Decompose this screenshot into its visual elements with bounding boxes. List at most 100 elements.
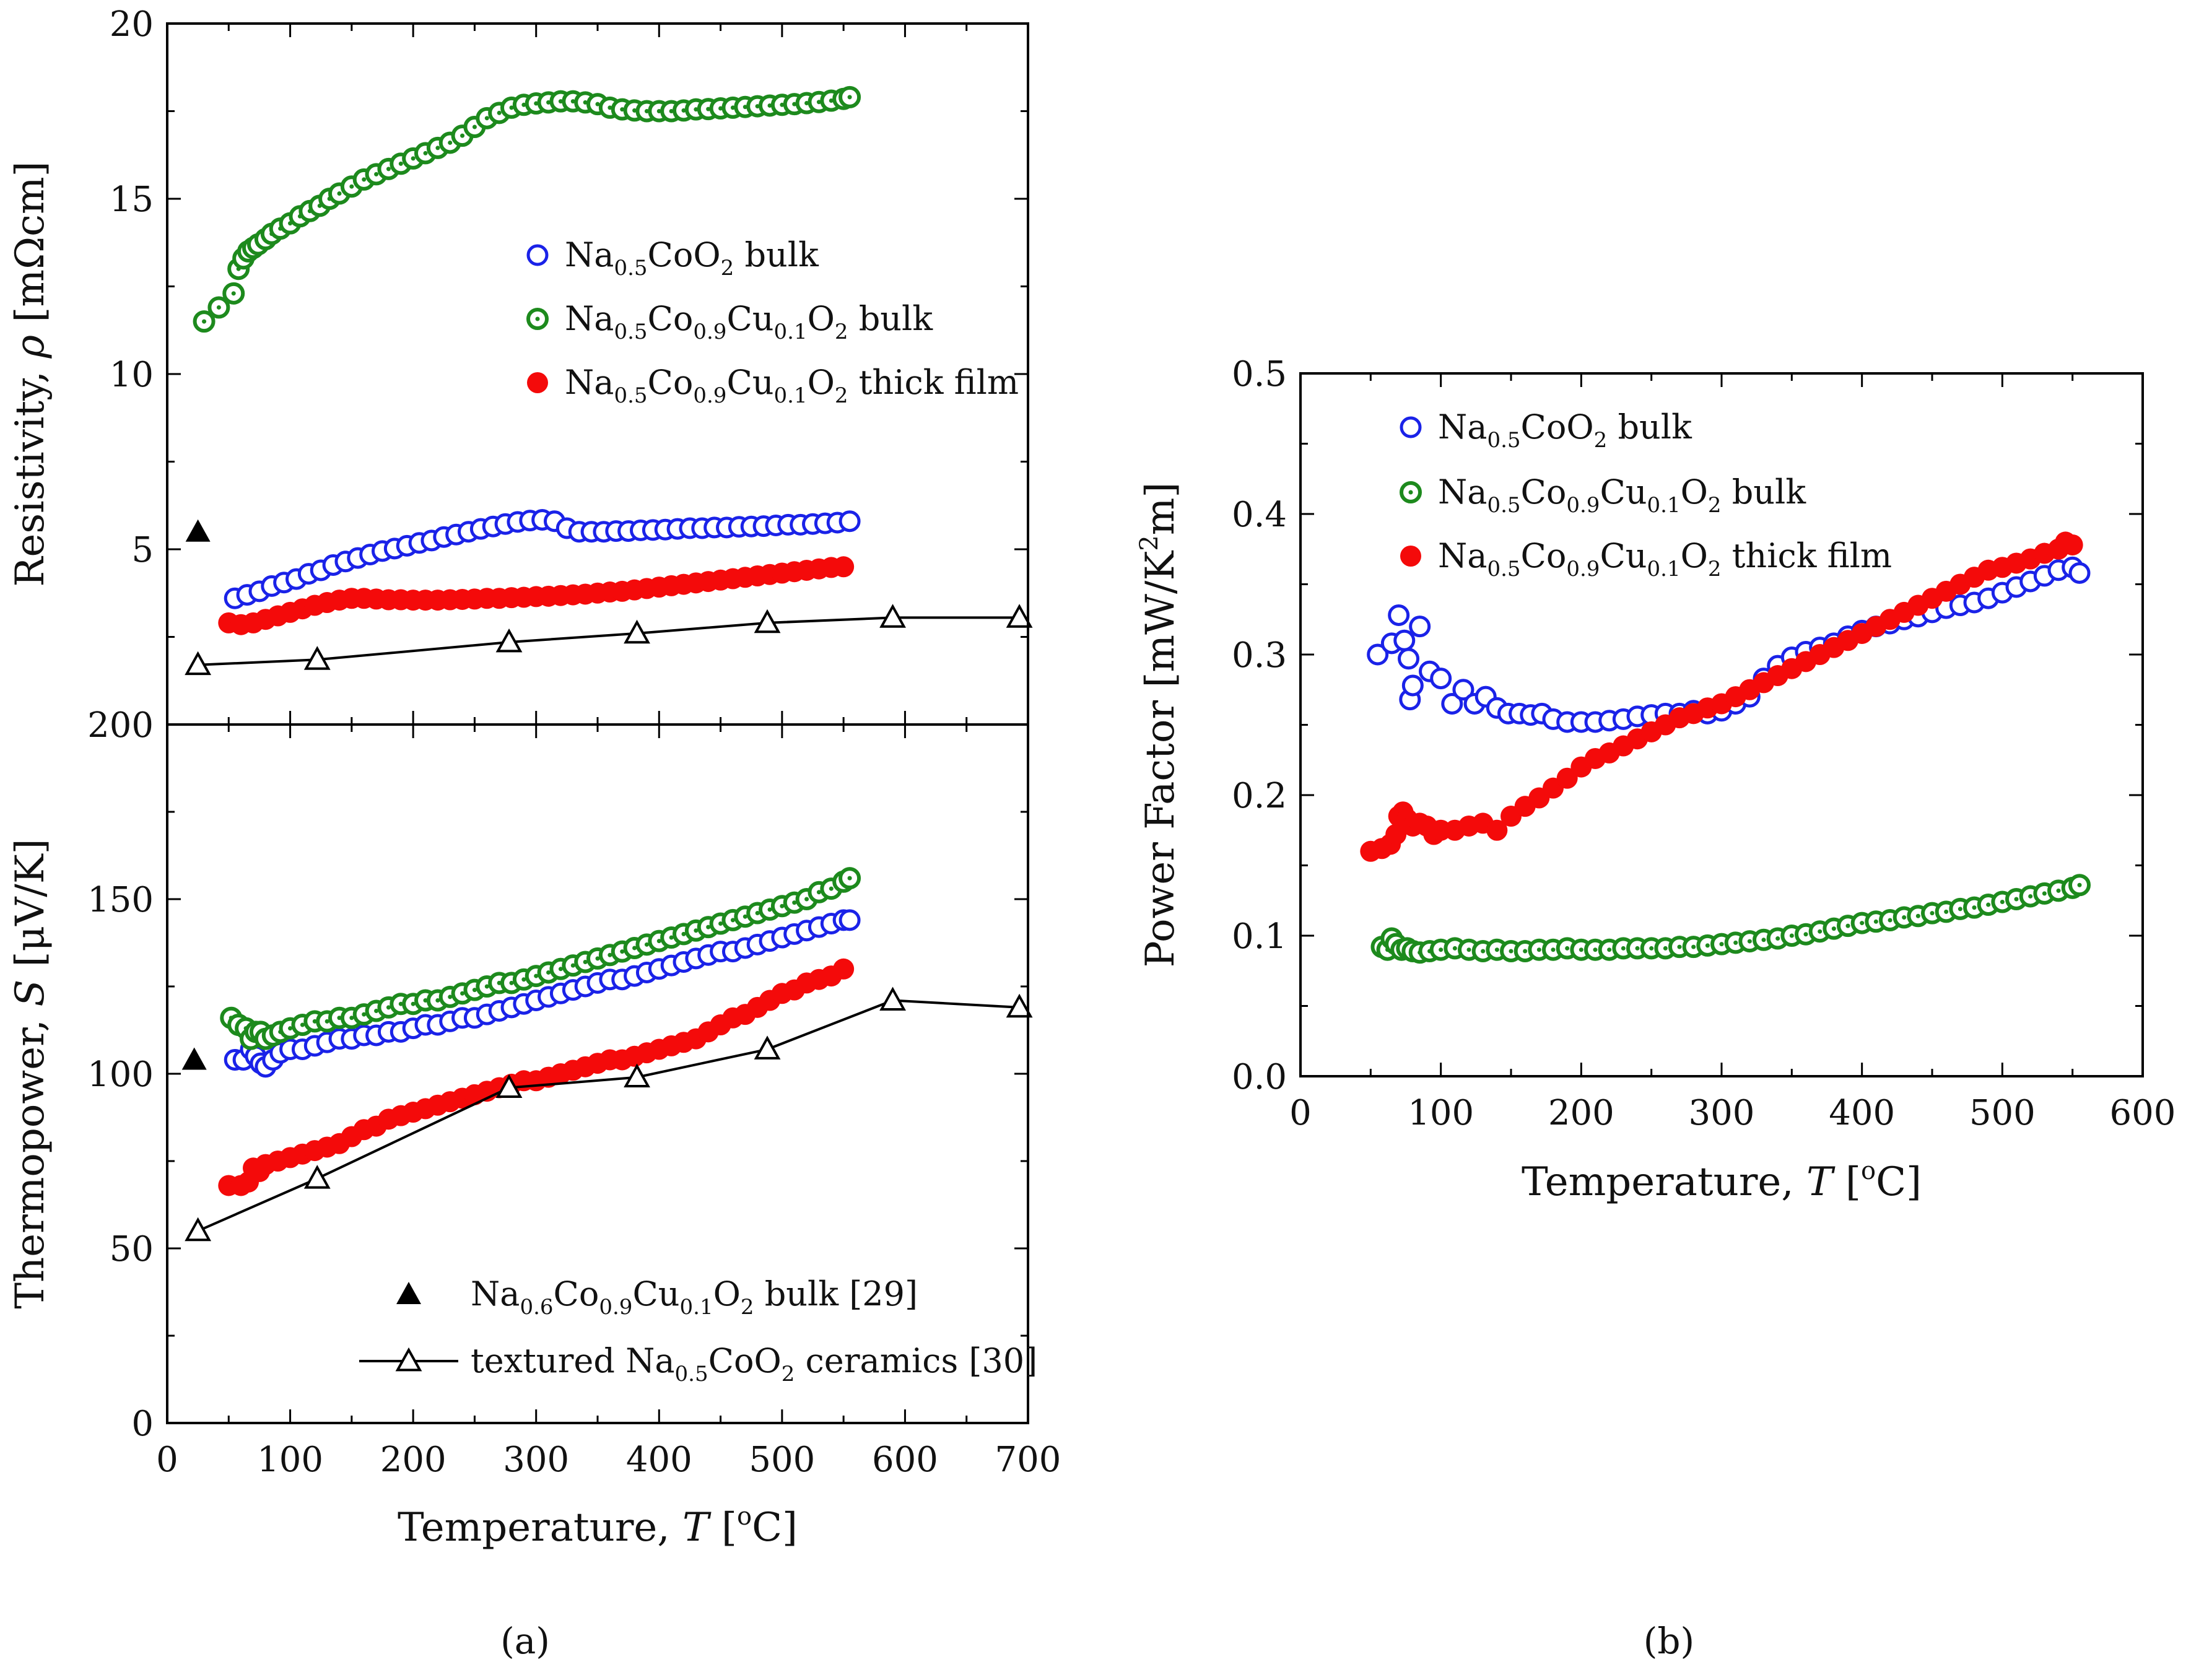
x-tick-label: 200 xyxy=(380,1440,446,1480)
series-black-filled-triangle xyxy=(181,1047,207,1070)
data-point-dot xyxy=(1663,946,1668,951)
data-point-dot xyxy=(460,991,465,996)
legend-label: Na0.5CoO2 bulk xyxy=(565,235,819,281)
data-point-dot xyxy=(497,980,502,985)
data-point-dot xyxy=(1761,938,1766,942)
y-axis-label: Power Factor [mW/K2m] xyxy=(1135,482,1183,968)
legend-text-part: Cu xyxy=(726,299,773,338)
data-point-dot xyxy=(1818,929,1823,934)
legend-text-part: Na xyxy=(1438,472,1487,511)
data-point-dot xyxy=(583,960,588,965)
data-point-dot xyxy=(1775,936,1780,941)
axis-label-part: ρ xyxy=(7,335,53,359)
x-tick-label: 400 xyxy=(1829,1093,1895,1133)
y-tick-label: 0.1 xyxy=(1232,916,1287,957)
data-point-dot xyxy=(509,980,514,985)
data-point-dot xyxy=(484,116,489,121)
legend-label: textured Na0.5CoO2 ceramics [30] xyxy=(471,1341,1037,1386)
data-point xyxy=(754,1035,781,1060)
data-point-dot xyxy=(570,963,575,968)
legend-marker xyxy=(527,372,548,393)
legend-label: Na0.5Co0.9Cu0.1O2 thick film xyxy=(565,363,1019,408)
legend: Na0.6Co0.9Cu0.1O2 bulk [29]textured Na0.… xyxy=(359,1274,1037,1386)
legend-text-part: 2 xyxy=(835,383,848,408)
data-point xyxy=(495,1074,523,1098)
plot-frame xyxy=(166,723,1029,1424)
data-point xyxy=(1430,668,1452,690)
data-point-dot xyxy=(509,105,514,110)
data-point-dot xyxy=(398,1001,403,1006)
legend-text-part: bulk [29] xyxy=(754,1274,918,1313)
data-point-dot xyxy=(386,1005,391,1010)
data-point-dot xyxy=(1593,947,1598,952)
series-green-dotted-circle xyxy=(1370,874,2091,964)
data-point-dot xyxy=(656,109,661,113)
data-point-dot xyxy=(1439,947,1444,952)
data-point-dot xyxy=(521,102,526,107)
legend-text-part: CoO xyxy=(708,1341,782,1380)
data-point-dot xyxy=(706,925,711,929)
data-point-dot xyxy=(546,100,551,105)
axis-label-part: 2 xyxy=(1135,535,1164,551)
legend-marker-dot xyxy=(535,316,540,321)
legend-text-part: Co xyxy=(1521,536,1567,575)
legend-marker xyxy=(396,1282,421,1304)
legend-label: Na0.5Co0.9Cu0.1O2 thick film xyxy=(1438,536,1892,581)
legend-text-part: 0.5 xyxy=(614,256,647,281)
data-point-dot xyxy=(632,108,637,113)
data-point-dot xyxy=(448,995,453,999)
legend-text-part: CoO xyxy=(1521,407,1594,446)
x-tick-label: 0 xyxy=(156,1440,178,1480)
data-point-dot xyxy=(558,967,563,972)
legend-marker xyxy=(1400,416,1422,438)
data-point-dot xyxy=(669,935,674,940)
legend-marker xyxy=(395,1347,422,1372)
y-tick-label: 20 xyxy=(110,4,154,45)
data-point-dot xyxy=(1902,915,1907,920)
data-point xyxy=(838,510,861,533)
legend-text-part: 0.1 xyxy=(774,320,808,344)
data-point-dot xyxy=(1845,923,1850,928)
data-point-dot xyxy=(435,998,440,1003)
legend-marker-dot xyxy=(1408,490,1413,495)
axis-label-part: T xyxy=(1806,1159,1836,1205)
y-tick-label: 100 xyxy=(87,1055,154,1095)
data-point xyxy=(1385,824,1407,845)
chart-a-thermopower: 0 100 200 300 400 500 600 700 0 50 100 150 200 Thermo… xyxy=(7,705,1061,1551)
data-point-dot xyxy=(620,107,625,112)
data-point xyxy=(185,1217,212,1242)
legend-label: Na0.5Co0.9Cu0.1O2 bulk xyxy=(565,299,933,344)
y-tick-label: 0.0 xyxy=(1232,1057,1287,1097)
data-point-dot xyxy=(546,970,551,975)
data-point-dot xyxy=(1789,933,1794,938)
data-point-dot xyxy=(730,918,735,923)
data-point xyxy=(495,628,523,653)
legend-text-part: Na xyxy=(1438,407,1487,446)
data-point-dot xyxy=(374,172,379,176)
series-black-open-triangle-line xyxy=(185,986,1033,1242)
data-point xyxy=(1393,629,1416,651)
x-tick-label: 500 xyxy=(749,1440,815,1480)
data-point-dot xyxy=(1452,946,1457,951)
data-point-dot xyxy=(2014,897,2019,902)
data-point-dot xyxy=(595,102,600,107)
data-point-dot xyxy=(755,911,760,916)
x-tick-label: 500 xyxy=(1969,1093,2036,1133)
data-point xyxy=(1441,692,1463,715)
data-point-dot xyxy=(1565,946,1570,951)
data-point-dot xyxy=(349,184,354,189)
y-tick-label: 10 xyxy=(110,355,154,395)
x-tick-label: 300 xyxy=(503,1440,569,1480)
data-point xyxy=(181,1047,207,1070)
legend-text-part: thick film xyxy=(848,363,1019,402)
axis-label-part: o xyxy=(1861,1157,1876,1185)
legend-text-part: Co xyxy=(554,1274,599,1313)
data-point xyxy=(754,609,781,633)
data-point xyxy=(2068,562,2091,584)
data-point xyxy=(303,646,331,670)
data-point-dot xyxy=(767,103,772,108)
y-tick-label: 0.2 xyxy=(1232,776,1287,816)
data-point-dot xyxy=(2056,888,2061,893)
data-point-dot xyxy=(620,949,625,954)
